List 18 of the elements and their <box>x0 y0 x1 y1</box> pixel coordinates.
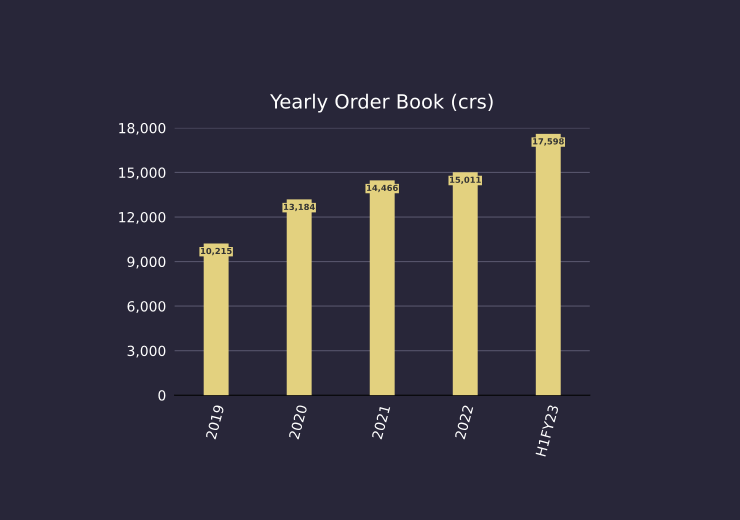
y-tick-label: 6,000 <box>128 301 166 313</box>
chart-title: Yearly Order Book (crs) <box>270 94 493 113</box>
y-tick-label: 18,000 <box>119 122 166 135</box>
x-tick-label: 2019 <box>206 404 224 440</box>
x-tick-label: 2021 <box>372 404 390 440</box>
data-label: 13,184 <box>284 204 315 212</box>
x-tick-label: H1FY23 <box>535 404 559 457</box>
y-tick-label: 15,000 <box>119 167 166 180</box>
y-tick-label: 3,000 <box>128 346 166 358</box>
y-tick-label: 12,000 <box>119 212 166 224</box>
data-label: 14,466 <box>367 184 398 192</box>
x-tick-label: 2022 <box>454 404 474 440</box>
data-label: 15,011 <box>450 176 481 184</box>
y-tick-label: 9,000 <box>127 256 166 268</box>
data-label: 17,598 <box>533 138 564 146</box>
x-tick-label: 2020 <box>288 404 308 440</box>
data-label: 10,215 <box>201 248 232 256</box>
y-tick-label: 0 <box>158 390 166 401</box>
